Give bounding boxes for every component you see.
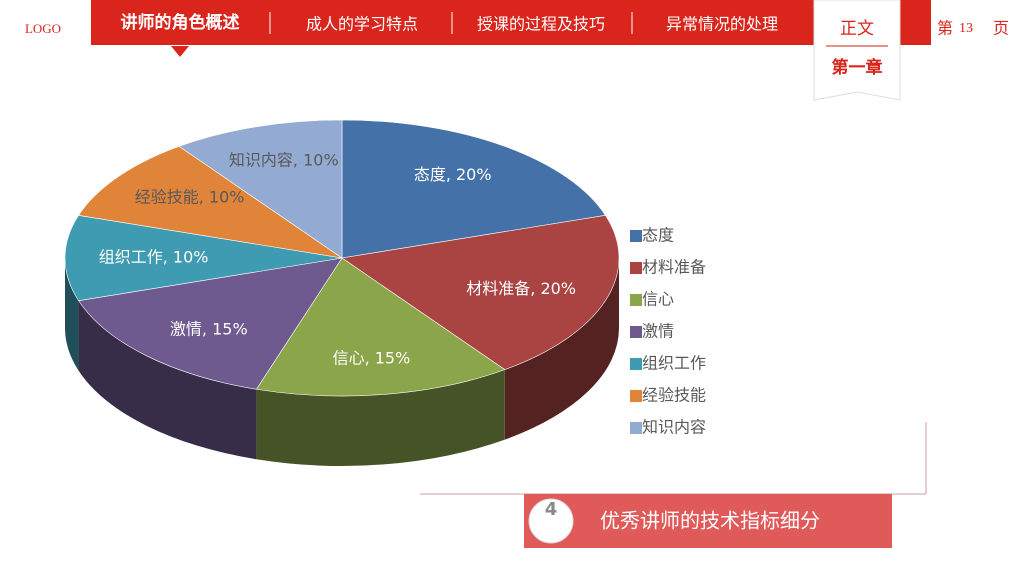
legend-label: 信心 [642,290,674,309]
slice [78,146,343,259]
slice-side [78,300,257,460]
data-label: 态度, 20% [414,165,492,184]
legend-swatch [630,262,642,274]
legend-label: 组织工作 [642,354,706,373]
nav-item[interactable]: 成人的学习特点 [306,15,418,34]
footer-badge [528,498,574,544]
logo: LOGO [25,21,61,36]
slice-side [256,369,505,467]
data-label: 经验技能, 10% [135,187,245,206]
slice [255,257,506,397]
legend-label: 知识内容 [642,418,706,437]
data-label: 组织工作, 10% [99,248,209,267]
section-label: 正文 [840,19,874,39]
slice-side [65,258,79,371]
nav-item[interactable]: 异常情况的处理 [666,15,778,34]
page-prefix: 第 [937,19,953,38]
legend-swatch [630,230,642,242]
legend-swatch [630,358,642,370]
nav-item[interactable]: 讲师的角色概述 [121,12,240,33]
slice-side [504,258,619,440]
legend-swatch [630,422,642,434]
slice [341,215,620,370]
data-label: 激情, 15% [170,320,248,339]
nav-item[interactable]: 授课的过程及技巧 [477,15,605,34]
legend-swatch [630,294,642,306]
page-number: 13 [959,21,973,36]
footer-number: 4 [545,499,558,520]
data-label: 知识内容, 10% [229,150,339,169]
pie-chart: 态度, 20% 材料准备, 20% 信心, 15% 激情, 15% 组织工作, 10% 经… [64,119,706,467]
legend-swatch [630,326,642,338]
legend-label: 材料准备 [642,258,706,277]
slice [178,119,343,259]
slice [78,257,343,390]
chapter-label: 第一章 [832,57,883,78]
footer-bar [524,494,892,548]
footer-title: 优秀讲师的技术指标细分 [600,509,820,533]
nav-pointer [171,46,189,57]
page-suffix: 页 [993,19,1009,38]
legend-label: 态度 [642,226,674,245]
legend-label: 激情 [642,322,674,341]
data-label: 信心, 15% [333,348,411,367]
legend-label: 经验技能 [642,386,706,405]
section-tab [813,0,901,101]
nav-bar [91,0,931,45]
slice [341,119,606,259]
legend-swatch [630,390,642,402]
slice [64,215,343,301]
data-label: 材料准备, 20% [466,279,576,298]
